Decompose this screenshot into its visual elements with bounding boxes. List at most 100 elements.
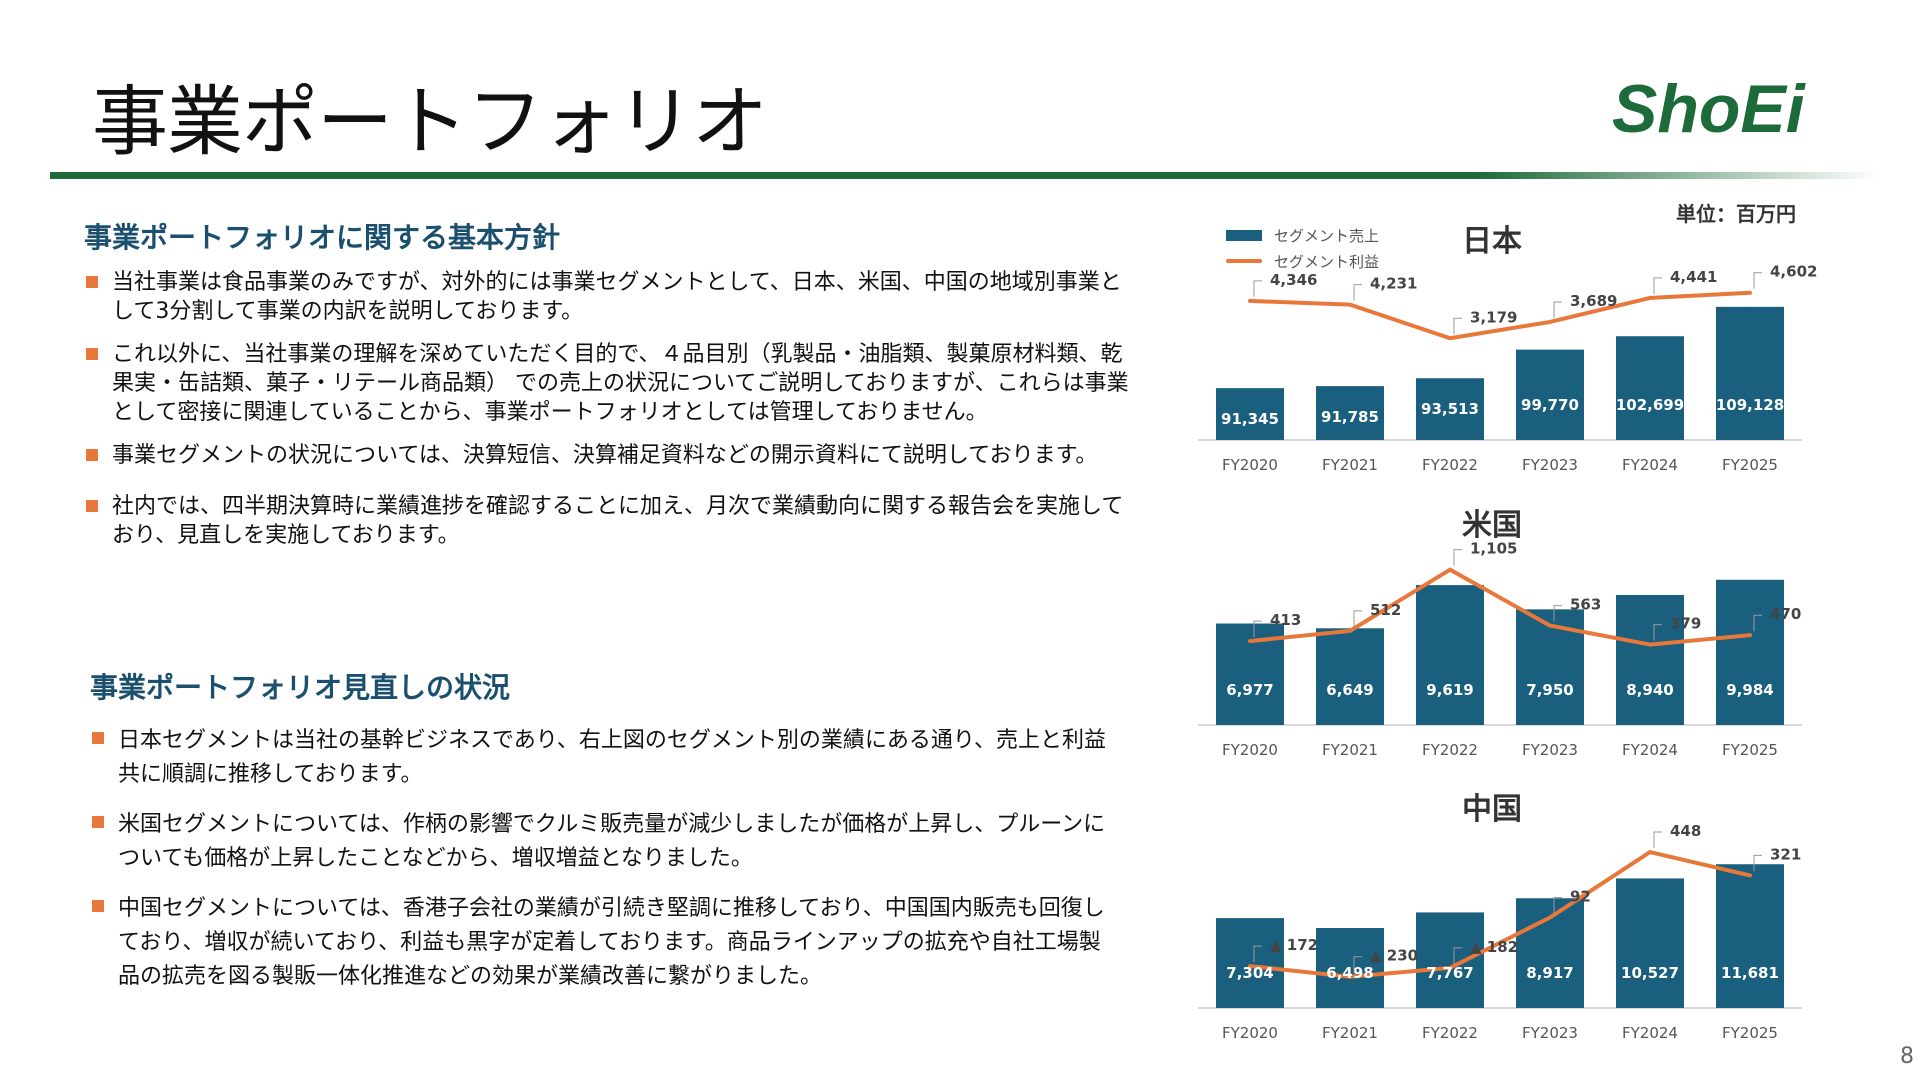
x-tick-label: FY2023 — [1522, 1024, 1578, 1042]
line-value-label: 1,105 — [1470, 540, 1517, 558]
list-item: 中国セグメントについては、香港子会社の業績が引続き堅調に推移しており、中国国内販… — [90, 892, 1120, 994]
x-tick-label: FY2021 — [1322, 1024, 1378, 1042]
bar — [1616, 336, 1684, 440]
legend-item-profit: セグメント利益 — [1226, 248, 1379, 274]
label-leader — [1553, 897, 1562, 914]
line-value-label: 4,346 — [1270, 271, 1317, 289]
bar — [1416, 912, 1484, 1008]
list-item: 社内では、四半期決算時に業績進捗を確認することに加え、月次で業績動向に関する報告… — [84, 492, 1134, 550]
bar — [1516, 898, 1584, 1008]
label-leader — [1253, 280, 1262, 297]
bar — [1316, 928, 1384, 1008]
line-point — [1349, 304, 1351, 306]
svg-text:ShoEi: ShoEi — [1612, 71, 1807, 147]
x-tick-label: FY2024 — [1622, 1024, 1678, 1042]
label-leader — [1453, 947, 1462, 964]
list-item: 事業セグメントの状況については、決算短信、決算補足資料などの開示資料にて説明して… — [84, 441, 1134, 470]
line-value-label: 4,441 — [1670, 268, 1717, 286]
label-leader — [1553, 605, 1562, 622]
bar-value-label: 109,128 — [1716, 396, 1784, 414]
line-point — [1649, 644, 1651, 646]
x-tick-label: FY2020 — [1222, 741, 1278, 759]
label-leader — [1653, 831, 1662, 849]
x-tick-label: FY2025 — [1722, 741, 1778, 759]
page-number: 8 — [1900, 1044, 1914, 1069]
bar-value-label: 6,977 — [1226, 681, 1273, 699]
list-item: これ以外に、当社事業の理解を深めていただく目的で、４品目別（乳製品・油脂類、製菓… — [84, 340, 1134, 427]
line-value-label: ▲ 182 — [1470, 938, 1518, 956]
line-point — [1349, 630, 1351, 632]
x-tick-label: FY2025 — [1722, 1024, 1778, 1042]
label-leader — [1753, 854, 1762, 872]
bar-value-label: 91,345 — [1221, 410, 1279, 428]
bar — [1416, 378, 1484, 440]
bar — [1716, 864, 1784, 1008]
line-value-label: 563 — [1570, 596, 1601, 614]
line-value-label: 4,602 — [1770, 263, 1817, 281]
bar-value-label: 11,681 — [1721, 964, 1779, 982]
line-value-label: ▲ 230 — [1370, 947, 1418, 965]
shoei-logo: ShoEi — [1612, 71, 1807, 147]
x-tick-label: FY2023 — [1522, 741, 1578, 759]
line-value-label: 512 — [1370, 601, 1401, 619]
label-leader — [1653, 277, 1662, 294]
unit-label: 単位：百万円 — [1676, 202, 1796, 226]
line-value-label: 92 — [1570, 888, 1591, 906]
line-point — [1449, 569, 1451, 571]
line-point — [1749, 634, 1751, 636]
x-tick-label: FY2021 — [1322, 456, 1378, 474]
bar-value-label: 99,770 — [1521, 396, 1579, 414]
bar-value-label: 8,940 — [1626, 681, 1673, 699]
line-swatch-icon — [1226, 259, 1262, 263]
chart-usa: 6,977 6,649 9,619 7,950 8,940 9,984 413 512 1,10… — [1198, 540, 1802, 759]
bullet-square-icon — [92, 816, 104, 828]
line-value-label: 448 — [1670, 822, 1701, 840]
label-leader — [1753, 614, 1762, 632]
label-leader — [1353, 956, 1362, 973]
line-value-label: 4,231 — [1370, 275, 1417, 293]
line-point — [1749, 874, 1751, 876]
label-leader — [1253, 620, 1262, 638]
line-point — [1249, 300, 1251, 302]
line-point — [1449, 337, 1451, 339]
label-leader — [1653, 624, 1662, 641]
x-tick-label: FY2022 — [1422, 741, 1478, 759]
bar — [1616, 594, 1684, 725]
line-point — [1249, 640, 1251, 642]
x-tick-label: FY2020 — [1222, 1024, 1278, 1042]
line-point — [1649, 851, 1651, 853]
page-title: 事業ポートフォリオ — [92, 77, 768, 166]
list-item: 日本セグメントは当社の基幹ビジネスであり、右上図のセグメント別の業績にある通り、… — [90, 724, 1120, 792]
line-value-label: 321 — [1770, 845, 1801, 863]
line-value-label: 3,179 — [1470, 308, 1517, 326]
line-point — [1549, 625, 1551, 627]
label-leader — [1353, 284, 1362, 301]
line-point — [1549, 917, 1551, 919]
bar — [1316, 386, 1384, 440]
bar-swatch-icon — [1226, 229, 1262, 241]
line-point — [1349, 976, 1351, 978]
section2-heading: 事業ポートフォリオ見直しの状況 — [90, 671, 511, 704]
bullet-square-icon — [86, 500, 98, 512]
line-value-label: 413 — [1270, 611, 1301, 629]
x-tick-label: FY2022 — [1422, 1024, 1478, 1042]
chart-japan: 91,345 91,785 93,513 99,770 102,699 109,128 4,… — [1198, 263, 1817, 474]
header-divider — [50, 172, 1880, 179]
profit-line — [1248, 567, 1752, 647]
line-point — [1249, 965, 1251, 967]
x-tick-label: FY2023 — [1522, 456, 1578, 474]
x-tick-label: FY2021 — [1322, 741, 1378, 759]
label-leader — [1753, 272, 1762, 289]
bar — [1316, 628, 1384, 725]
bar-value-label: 9,619 — [1426, 681, 1473, 699]
x-tick-label: FY2022 — [1422, 456, 1478, 474]
bullet-square-icon — [92, 900, 104, 912]
bullet-square-icon — [92, 732, 104, 744]
section1-bullets: 当社事業は食品事業のみですが、対外的には事業セグメントとして、日本、米国、中国の… — [84, 268, 1134, 564]
label-leader — [1453, 317, 1462, 335]
bullet-square-icon — [86, 449, 98, 461]
line-value-label: 379 — [1670, 615, 1701, 633]
line-point — [1749, 292, 1751, 294]
x-tick-label: FY2024 — [1622, 456, 1678, 474]
x-tick-label: FY2025 — [1722, 456, 1778, 474]
